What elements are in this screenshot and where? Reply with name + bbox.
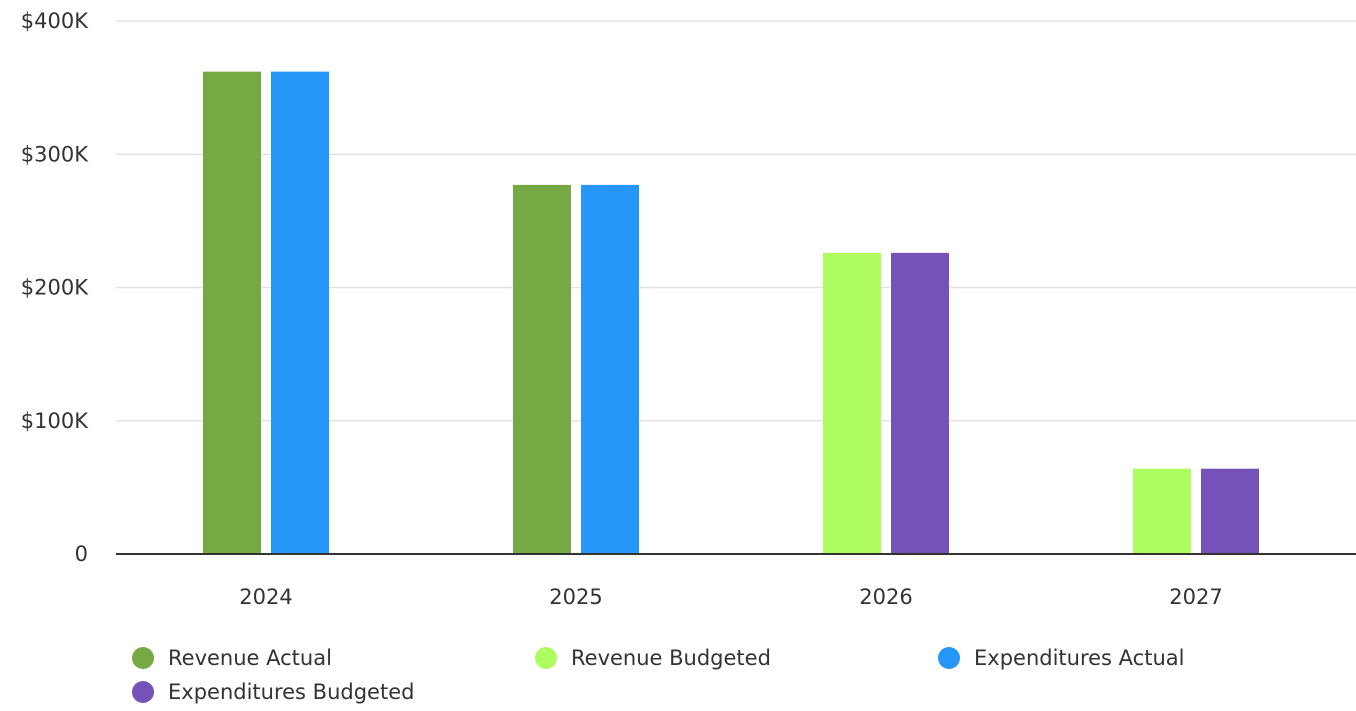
legend-label: Revenue Actual: [168, 646, 332, 670]
bar-revenue-budgeted-2026: [823, 252, 881, 555]
bars: [203, 71, 1259, 555]
legend-marker: [132, 681, 154, 703]
legend: Revenue Actual Revenue Budgeted Expenditur…: [132, 646, 1342, 704]
legend-label: Expenditures Actual: [974, 646, 1185, 670]
y-tick-label: 0: [75, 542, 88, 566]
legend-label: Expenditures Budgeted: [168, 680, 415, 704]
bar-expenditures-actual-2024: [271, 71, 329, 554]
legend-marker: [132, 647, 154, 669]
legend-label: Revenue Budgeted: [571, 646, 771, 670]
x-axis: 2024 2025 2026 2027: [239, 585, 1222, 609]
x-tick-label: 2026: [859, 585, 912, 609]
legend-item[interactable]: Revenue Actual: [132, 646, 535, 670]
legend-item[interactable]: Expenditures Budgeted: [132, 680, 535, 704]
y-tick-label: $100K: [21, 409, 89, 433]
y-tick-label: $300K: [21, 142, 89, 166]
x-tick-label: 2027: [1169, 585, 1222, 609]
legend-marker: [938, 647, 960, 669]
bar-expenditures-budgeted-2027: [1201, 468, 1259, 554]
legend-marker: [535, 647, 557, 669]
bar-expenditures-budgeted-2026: [891, 252, 949, 555]
x-tick-label: 2024: [239, 585, 292, 609]
y-tick-label: $400K: [21, 9, 89, 33]
bar-expenditures-actual-2025: [581, 184, 639, 554]
legend-item[interactable]: Expenditures Actual: [938, 646, 1341, 670]
legend-item[interactable]: Revenue Budgeted: [535, 646, 938, 670]
bar-revenue-actual-2024: [203, 71, 261, 554]
bar-revenue-actual-2025: [513, 184, 571, 554]
y-axis: 0 $100K $200K $300K $400K: [21, 9, 89, 566]
y-tick-label: $200K: [21, 276, 89, 300]
bar-revenue-budgeted-2027: [1133, 468, 1191, 554]
x-tick-label: 2025: [549, 585, 602, 609]
